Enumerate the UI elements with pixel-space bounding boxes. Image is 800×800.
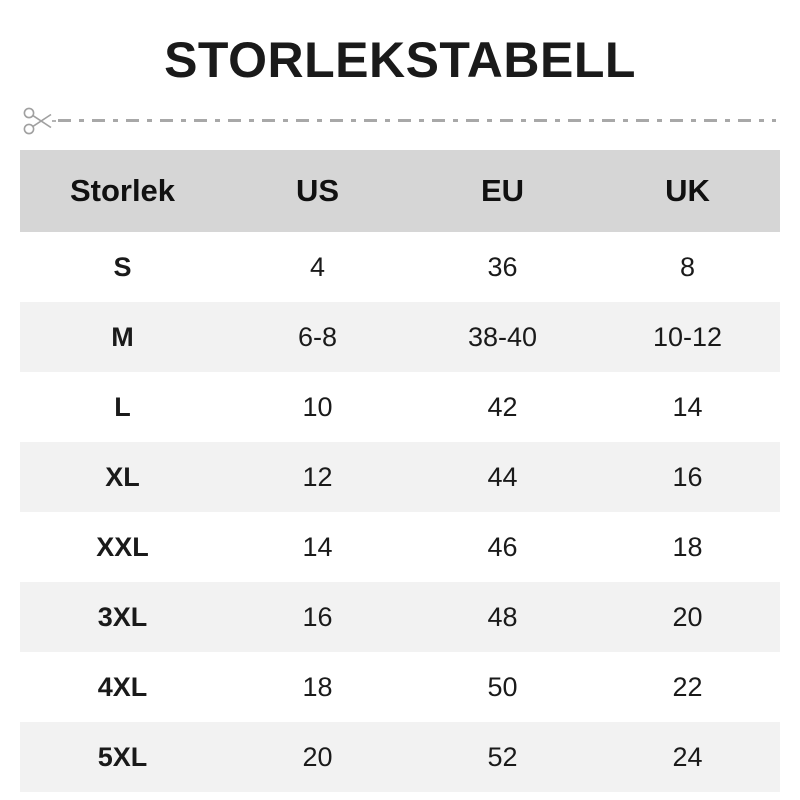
page-title: STORLEKSTABELL <box>164 32 636 88</box>
cell-size: M <box>20 302 225 372</box>
cell-size: XXL <box>20 512 225 582</box>
cell-size: 3XL <box>20 582 225 652</box>
column-header-size: Storlek <box>20 150 225 232</box>
table-header: Storlek US EU UK <box>20 150 780 232</box>
cell-us: 20 <box>225 722 410 792</box>
table-row: 3XL 16 48 20 <box>20 582 780 652</box>
cell-uk: 10-12 <box>595 302 780 372</box>
cell-size: XL <box>20 442 225 512</box>
table-row: XXL 14 46 18 <box>20 512 780 582</box>
cell-eu: 36 <box>410 232 595 302</box>
cell-us: 12 <box>225 442 410 512</box>
cell-uk: 16 <box>595 442 780 512</box>
cell-us: 16 <box>225 582 410 652</box>
cut-line <box>20 103 780 139</box>
cell-uk: 8 <box>595 232 780 302</box>
table-row: L 10 42 14 <box>20 372 780 442</box>
cell-us: 18 <box>225 652 410 722</box>
cell-us: 10 <box>225 372 410 442</box>
column-header-us: US <box>225 150 410 232</box>
cell-eu: 50 <box>410 652 595 722</box>
cell-uk: 22 <box>595 652 780 722</box>
cell-uk: 14 <box>595 372 780 442</box>
cell-eu: 52 <box>410 722 595 792</box>
cell-size: 5XL <box>20 722 225 792</box>
table-row: XL 12 44 16 <box>20 442 780 512</box>
cell-size: 4XL <box>20 652 225 722</box>
table-row: 5XL 20 52 24 <box>20 722 780 792</box>
cell-size: L <box>20 372 225 442</box>
cell-eu: 38-40 <box>410 302 595 372</box>
cell-eu: 46 <box>410 512 595 582</box>
cell-eu: 42 <box>410 372 595 442</box>
cell-us: 4 <box>225 232 410 302</box>
size-chart-table: Storlek US EU UK S 4 36 8 M 6-8 38-40 10… <box>20 150 780 792</box>
cell-uk: 18 <box>595 512 780 582</box>
table-row: M 6-8 38-40 10-12 <box>20 302 780 372</box>
table-body: S 4 36 8 M 6-8 38-40 10-12 L 10 42 14 XL… <box>20 232 780 792</box>
table-row: S 4 36 8 <box>20 232 780 302</box>
table-row: 4XL 18 50 22 <box>20 652 780 722</box>
cell-eu: 44 <box>410 442 595 512</box>
dashed-cut-line <box>58 119 776 122</box>
table-header-row: Storlek US EU UK <box>20 150 780 232</box>
cell-uk: 20 <box>595 582 780 652</box>
cell-eu: 48 <box>410 582 595 652</box>
column-header-eu: EU <box>410 150 595 232</box>
column-header-uk: UK <box>595 150 780 232</box>
cell-us: 14 <box>225 512 410 582</box>
cell-size: S <box>20 232 225 302</box>
scissors-icon <box>23 107 56 135</box>
cell-us: 6-8 <box>225 302 410 372</box>
cell-uk: 24 <box>595 722 780 792</box>
